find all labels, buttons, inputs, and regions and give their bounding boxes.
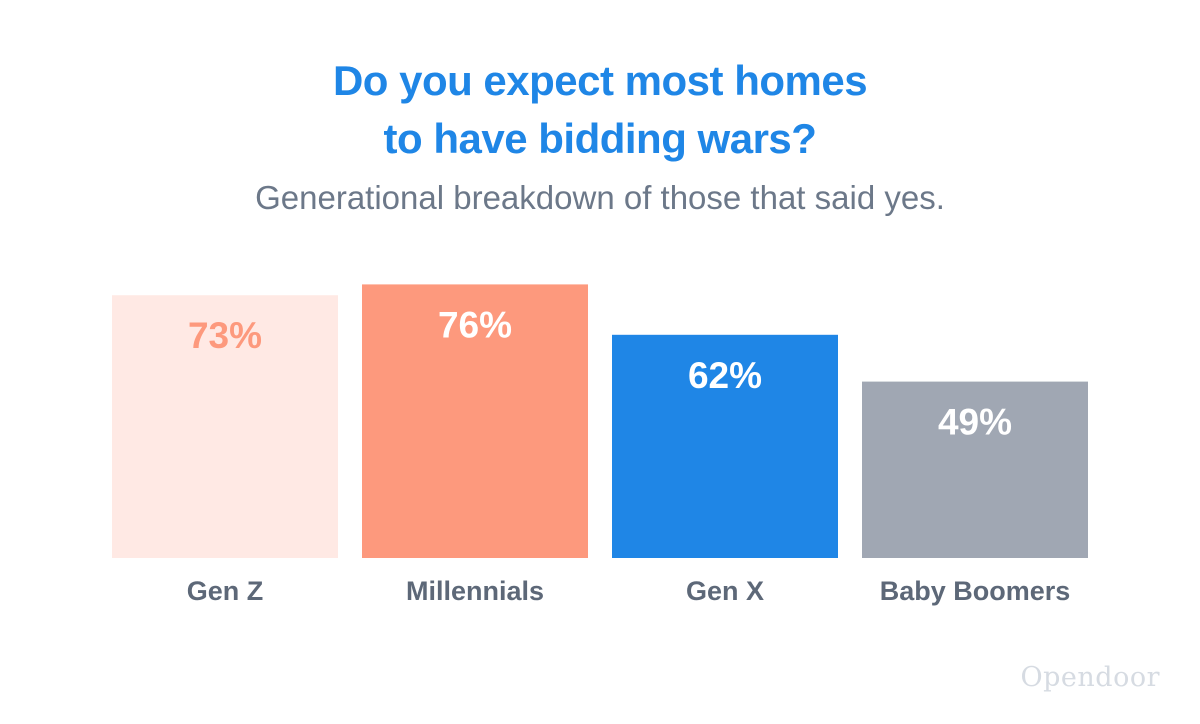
- chart-title: Do you expect most homes to have bidding…: [0, 52, 1200, 168]
- tick-label-baby-boomers: Baby Boomers: [880, 576, 1071, 606]
- chart-title-line-1: Do you expect most homes: [332, 57, 868, 104]
- brand-logo: Opendoor: [1020, 662, 1160, 693]
- bar-gen-z: [112, 295, 338, 558]
- bar-gen-x: [612, 334, 838, 558]
- data-label-gen-z: 73%: [188, 315, 262, 356]
- tick-label-millennials: Millennials: [406, 576, 544, 606]
- data-label-gen-x: 62%: [688, 355, 762, 396]
- chart-title-line-2: to have bidding wars?: [383, 115, 817, 162]
- data-label-millennials: 76%: [438, 304, 512, 345]
- data-label-baby-boomers: 49%: [938, 402, 1012, 443]
- tick-label-gen-x: Gen X: [686, 576, 764, 606]
- bar-millennials: [362, 284, 588, 558]
- chart-subtitle: Generational breakdown of those that sai…: [255, 179, 945, 216]
- bar-baby-boomers: [862, 381, 1088, 558]
- tick-label-gen-z: Gen Z: [187, 576, 264, 606]
